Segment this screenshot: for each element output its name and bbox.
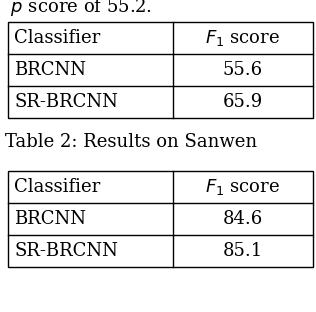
Text: 85.1: 85.1: [223, 242, 263, 260]
Bar: [8, 22, 313, 118]
Text: SR-BRCNN: SR-BRCNN: [14, 93, 118, 111]
Text: $p$ score of 55.2.: $p$ score of 55.2.: [5, 0, 152, 18]
Text: $F_1$ score: $F_1$ score: [205, 177, 281, 197]
Bar: [8, 171, 313, 267]
Text: Table 2: Results on Sanwen: Table 2: Results on Sanwen: [5, 133, 257, 151]
Text: SR-BRCNN: SR-BRCNN: [14, 242, 118, 260]
Text: BRCNN: BRCNN: [14, 210, 86, 228]
Text: 55.6: 55.6: [223, 61, 263, 79]
Text: $F_1$ score: $F_1$ score: [205, 28, 281, 48]
Text: 84.6: 84.6: [223, 210, 263, 228]
Text: Classifier: Classifier: [14, 29, 100, 47]
Text: Classifier: Classifier: [14, 178, 100, 196]
Bar: [8, 22, 313, 118]
Bar: [8, 171, 313, 267]
Text: BRCNN: BRCNN: [14, 61, 86, 79]
Text: 65.9: 65.9: [223, 93, 263, 111]
